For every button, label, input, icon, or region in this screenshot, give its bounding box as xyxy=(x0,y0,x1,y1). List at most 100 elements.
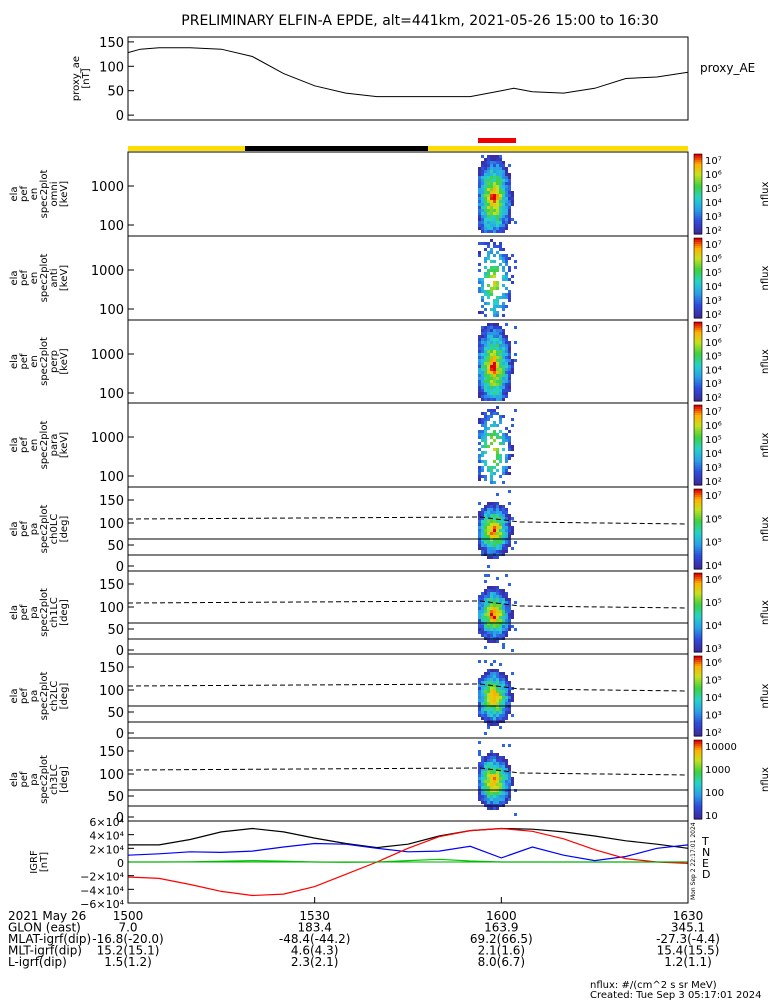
heatmap-cell xyxy=(478,350,481,353)
heatmap-cell xyxy=(493,535,496,538)
heatmap-cell xyxy=(505,595,508,598)
heatmap-cell xyxy=(478,795,481,798)
heatmap-cell xyxy=(505,681,508,684)
heatmap-cell xyxy=(496,323,499,326)
heatmap-cell xyxy=(481,368,484,371)
colorbar-swatch xyxy=(694,519,702,522)
heatmap-cell xyxy=(496,412,499,415)
heatmap-cell xyxy=(493,795,496,798)
heatmap-cell xyxy=(511,448,514,451)
heatmap-cell xyxy=(496,221,499,224)
heatmap-cell xyxy=(484,200,487,203)
heatmap-cell xyxy=(505,520,508,523)
heatmap-cell xyxy=(502,329,505,332)
heatmap-cell xyxy=(493,359,496,362)
colorbar-swatch xyxy=(694,779,702,783)
heatmap-cell xyxy=(496,155,499,158)
heatmap-cell xyxy=(487,511,490,514)
heatmap-cell xyxy=(478,377,481,380)
heatmap-cell xyxy=(487,798,490,801)
heatmap-cell xyxy=(508,221,511,224)
heatmap-cell xyxy=(490,386,493,389)
heatmap-cell xyxy=(502,176,505,179)
heatmap-cell xyxy=(490,380,493,383)
heatmap-cell xyxy=(505,628,508,631)
heatmap-cell xyxy=(490,215,493,218)
heatmap-cell xyxy=(493,389,496,392)
y-axis-label-line: ch0LC xyxy=(49,514,60,545)
heatmap-cell xyxy=(481,604,484,607)
heatmap-cell xyxy=(493,311,496,314)
heatmap-cell xyxy=(493,398,496,401)
panel-frame xyxy=(127,319,689,404)
heatmap-cell xyxy=(511,203,514,206)
heatmap-cell xyxy=(505,341,508,344)
heatmap-cell xyxy=(502,547,505,550)
heatmap-cell xyxy=(496,762,499,765)
heatmap-cell xyxy=(508,696,511,699)
heatmap-cell xyxy=(499,541,502,544)
heatmap-cell xyxy=(478,469,481,472)
heatmap-cell xyxy=(487,801,490,804)
heatmap-cell xyxy=(505,529,508,532)
colorbar-tick-label: 10⁶ xyxy=(705,575,722,586)
heatmap-cell xyxy=(511,197,514,200)
heatmap-cell xyxy=(493,353,496,356)
heatmap-cell xyxy=(505,765,508,768)
heatmap-cell xyxy=(499,798,502,801)
heatmap-cell xyxy=(502,257,505,260)
colorbar-label: nflux xyxy=(760,265,771,290)
heatmap-cell xyxy=(505,170,508,173)
heatmap-cell xyxy=(496,197,499,200)
heatmap-cell xyxy=(487,170,490,173)
heatmap-cell xyxy=(481,209,484,212)
heatmap-cell xyxy=(487,203,490,206)
heatmap-cell xyxy=(493,786,496,789)
heatmap-cell xyxy=(511,532,514,535)
colorbar-swatch xyxy=(694,567,702,570)
heatmap-cell xyxy=(481,278,484,281)
colorbar-swatch xyxy=(694,451,702,454)
heatmap-cell xyxy=(508,266,511,269)
heatmap-cell xyxy=(490,550,493,553)
y-axis-label-line: spec2plot xyxy=(39,755,50,804)
heatmap-cell xyxy=(499,377,502,380)
heatmap-cell xyxy=(493,777,496,780)
heatmap-cell xyxy=(496,493,499,496)
side-timestamp: Mon Sep 2 22:17:01 2024 xyxy=(690,822,697,900)
colorbar-tick-label: 10⁵ xyxy=(705,676,722,687)
heatmap-cell xyxy=(484,619,487,622)
heatmap-cell xyxy=(508,344,511,347)
heatmap-cell xyxy=(490,610,493,613)
heatmap-cell xyxy=(502,275,505,278)
heatmap-cell xyxy=(505,759,508,762)
heatmap-cell xyxy=(502,170,505,173)
heatmap-cell xyxy=(481,601,484,604)
colorbar-tick-label: 10⁴ xyxy=(705,449,722,460)
heatmap-cell xyxy=(493,203,496,206)
heatmap-cell xyxy=(508,299,511,302)
heatmap-cell xyxy=(490,395,493,398)
heatmap-cell xyxy=(490,293,493,296)
dashed-reference-line xyxy=(127,600,689,609)
colorbar-frame xyxy=(693,488,703,570)
heatmap-cell xyxy=(505,472,508,475)
colorbar-swatch xyxy=(694,660,702,663)
orbit-bar-sunlit-2 xyxy=(428,146,688,151)
y-axis-label-line: en xyxy=(29,355,40,368)
heatmap-cell xyxy=(490,511,493,514)
heatmap-cell xyxy=(502,188,505,191)
heatmap-cell xyxy=(484,646,487,649)
colorbar-swatch xyxy=(694,212,702,215)
heatmap-cell xyxy=(493,601,496,604)
heatmap-cell xyxy=(493,511,496,514)
colorbar-swatch xyxy=(694,533,702,536)
heatmap-cell xyxy=(484,158,487,161)
heatmap-cell xyxy=(496,684,499,687)
heatmap-cell xyxy=(487,792,490,795)
heatmap-cell xyxy=(499,610,502,613)
colorbar-swatch xyxy=(694,730,702,733)
heatmap-cell xyxy=(499,167,502,170)
